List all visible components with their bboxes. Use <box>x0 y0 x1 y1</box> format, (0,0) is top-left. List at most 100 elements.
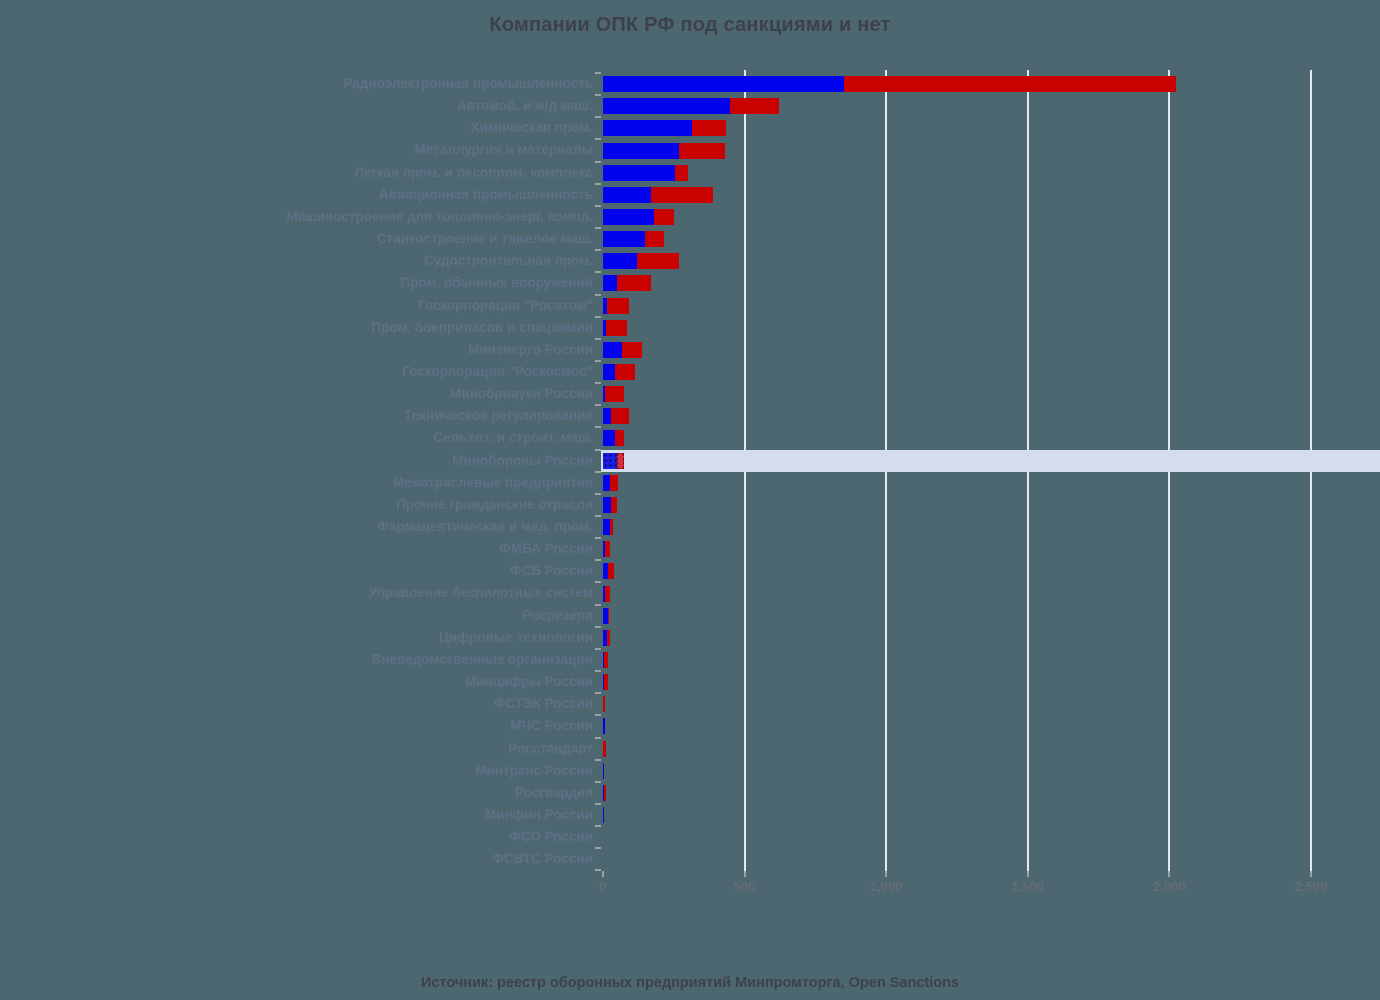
bar-segment-blue[interactable] <box>603 98 731 115</box>
bar-segment-blue[interactable] <box>603 430 615 447</box>
bar-segment-blue[interactable] <box>603 142 680 159</box>
bar-row[interactable] <box>603 253 680 270</box>
bar-row[interactable] <box>603 275 651 292</box>
bar-segment-blue[interactable] <box>603 519 610 536</box>
bar-segment-blue[interactable] <box>603 651 604 668</box>
bar-segment-red[interactable] <box>692 120 727 137</box>
bar-segment-red[interactable] <box>651 186 714 203</box>
bar-segment-blue[interactable] <box>603 585 605 602</box>
bar-row[interactable] <box>603 807 604 824</box>
bar-row[interactable] <box>603 629 610 646</box>
bar-row[interactable] <box>603 740 606 757</box>
bar-segment-red[interactable] <box>608 607 610 624</box>
bar-row[interactable] <box>603 696 606 713</box>
bar-segment-blue[interactable] <box>603 674 605 691</box>
bar-segment-red[interactable] <box>603 784 606 801</box>
bar-row[interactable] <box>603 607 610 624</box>
bar-row[interactable] <box>603 142 725 159</box>
bar-segment-red[interactable] <box>636 253 680 270</box>
bar-segment-blue[interactable] <box>603 386 605 403</box>
bar-segment-red[interactable] <box>607 297 629 314</box>
bar-segment-red[interactable] <box>603 696 606 713</box>
bar-row[interactable] <box>603 186 714 203</box>
bar-row[interactable] <box>603 364 635 381</box>
bar-row[interactable] <box>603 519 613 536</box>
bar-row[interactable] <box>603 452 624 469</box>
bar-row[interactable] <box>603 408 630 425</box>
bar-row[interactable] <box>603 762 605 779</box>
bar-segment-blue[interactable] <box>603 186 652 203</box>
bar-segment-blue[interactable] <box>603 807 604 824</box>
bar-segment-red[interactable] <box>603 651 609 668</box>
bar-segment-red[interactable] <box>614 430 624 447</box>
bar-segment-blue[interactable] <box>603 364 615 381</box>
bar-row[interactable] <box>603 386 624 403</box>
bar-row[interactable] <box>603 341 643 358</box>
y-axis-tick <box>595 492 601 495</box>
bar-segment-blue[interactable] <box>603 208 654 225</box>
bar-segment-red[interactable] <box>604 386 624 403</box>
bar-segment-red[interactable] <box>610 408 630 425</box>
bar-segment-red[interactable] <box>843 76 1177 93</box>
bar-row[interactable] <box>603 651 609 668</box>
bar-row[interactable] <box>603 231 664 248</box>
bar-row[interactable] <box>603 208 674 225</box>
bar-row[interactable] <box>603 474 618 491</box>
bar-segment-blue[interactable] <box>603 76 844 93</box>
bar-segment-red[interactable] <box>609 474 618 491</box>
bar-segment-blue[interactable] <box>603 784 604 801</box>
bar-segment-blue[interactable] <box>603 629 607 646</box>
bar-segment-red[interactable] <box>730 98 779 115</box>
bar-row[interactable] <box>603 718 606 735</box>
bar-segment-red[interactable] <box>604 541 611 558</box>
bar-segment-blue[interactable] <box>603 452 617 469</box>
bar-segment-blue[interactable] <box>603 496 611 513</box>
bar-segment-red[interactable] <box>604 674 608 691</box>
bar-segment-blue[interactable] <box>603 762 605 779</box>
bar-segment-blue[interactable] <box>603 297 608 314</box>
bar-segment-red[interactable] <box>616 452 624 469</box>
bar-segment-blue[interactable] <box>603 253 637 270</box>
bar-row[interactable] <box>603 120 727 137</box>
bar-row[interactable] <box>603 674 608 691</box>
bar-row[interactable] <box>603 829 604 845</box>
bar-row[interactable] <box>603 585 611 602</box>
bar-segment-red[interactable] <box>610 496 617 513</box>
bar-segment-blue[interactable] <box>603 341 622 358</box>
bar-segment-blue[interactable] <box>603 231 646 248</box>
bar-segment-red[interactable] <box>606 629 610 646</box>
bar-segment-red[interactable] <box>621 341 643 358</box>
bar-segment-red[interactable] <box>617 275 651 292</box>
bar-segment-red[interactable] <box>603 740 606 757</box>
bar-segment-red[interactable] <box>679 142 725 159</box>
bar-segment-red[interactable] <box>608 563 614 580</box>
bar-segment-red[interactable] <box>606 319 628 336</box>
bar-segment-blue[interactable] <box>603 474 610 491</box>
bar-row[interactable] <box>603 496 617 513</box>
bar-row[interactable] <box>603 98 779 115</box>
bar-segment-red[interactable] <box>609 519 613 536</box>
bar-segment-red[interactable] <box>604 585 611 602</box>
bar-segment-blue[interactable] <box>603 164 676 181</box>
bar-row[interactable] <box>603 164 688 181</box>
bar-segment-blue[interactable] <box>603 563 609 580</box>
bar-row[interactable] <box>603 430 624 447</box>
bar-segment-red[interactable] <box>614 364 635 381</box>
bar-segment-blue[interactable] <box>603 541 605 558</box>
bar-segment-blue[interactable] <box>603 120 693 137</box>
bar-segment-blue[interactable] <box>603 319 607 336</box>
bar-segment-blue[interactable] <box>603 718 606 735</box>
bar-row[interactable] <box>603 563 614 580</box>
bar-segment-red[interactable] <box>653 208 674 225</box>
bar-row[interactable] <box>603 784 606 801</box>
bar-row[interactable] <box>603 319 628 336</box>
bar-segment-blue[interactable] <box>603 275 618 292</box>
bar-row[interactable] <box>603 541 611 558</box>
bar-segment-blue[interactable] <box>603 408 611 425</box>
bar-row[interactable] <box>603 297 629 314</box>
bar-segment-red[interactable] <box>645 231 664 248</box>
bar-segment-blue[interactable] <box>603 607 609 624</box>
bar-row[interactable] <box>603 76 1177 93</box>
bar-row[interactable] <box>603 851 604 867</box>
bar-segment-red[interactable] <box>675 164 688 181</box>
